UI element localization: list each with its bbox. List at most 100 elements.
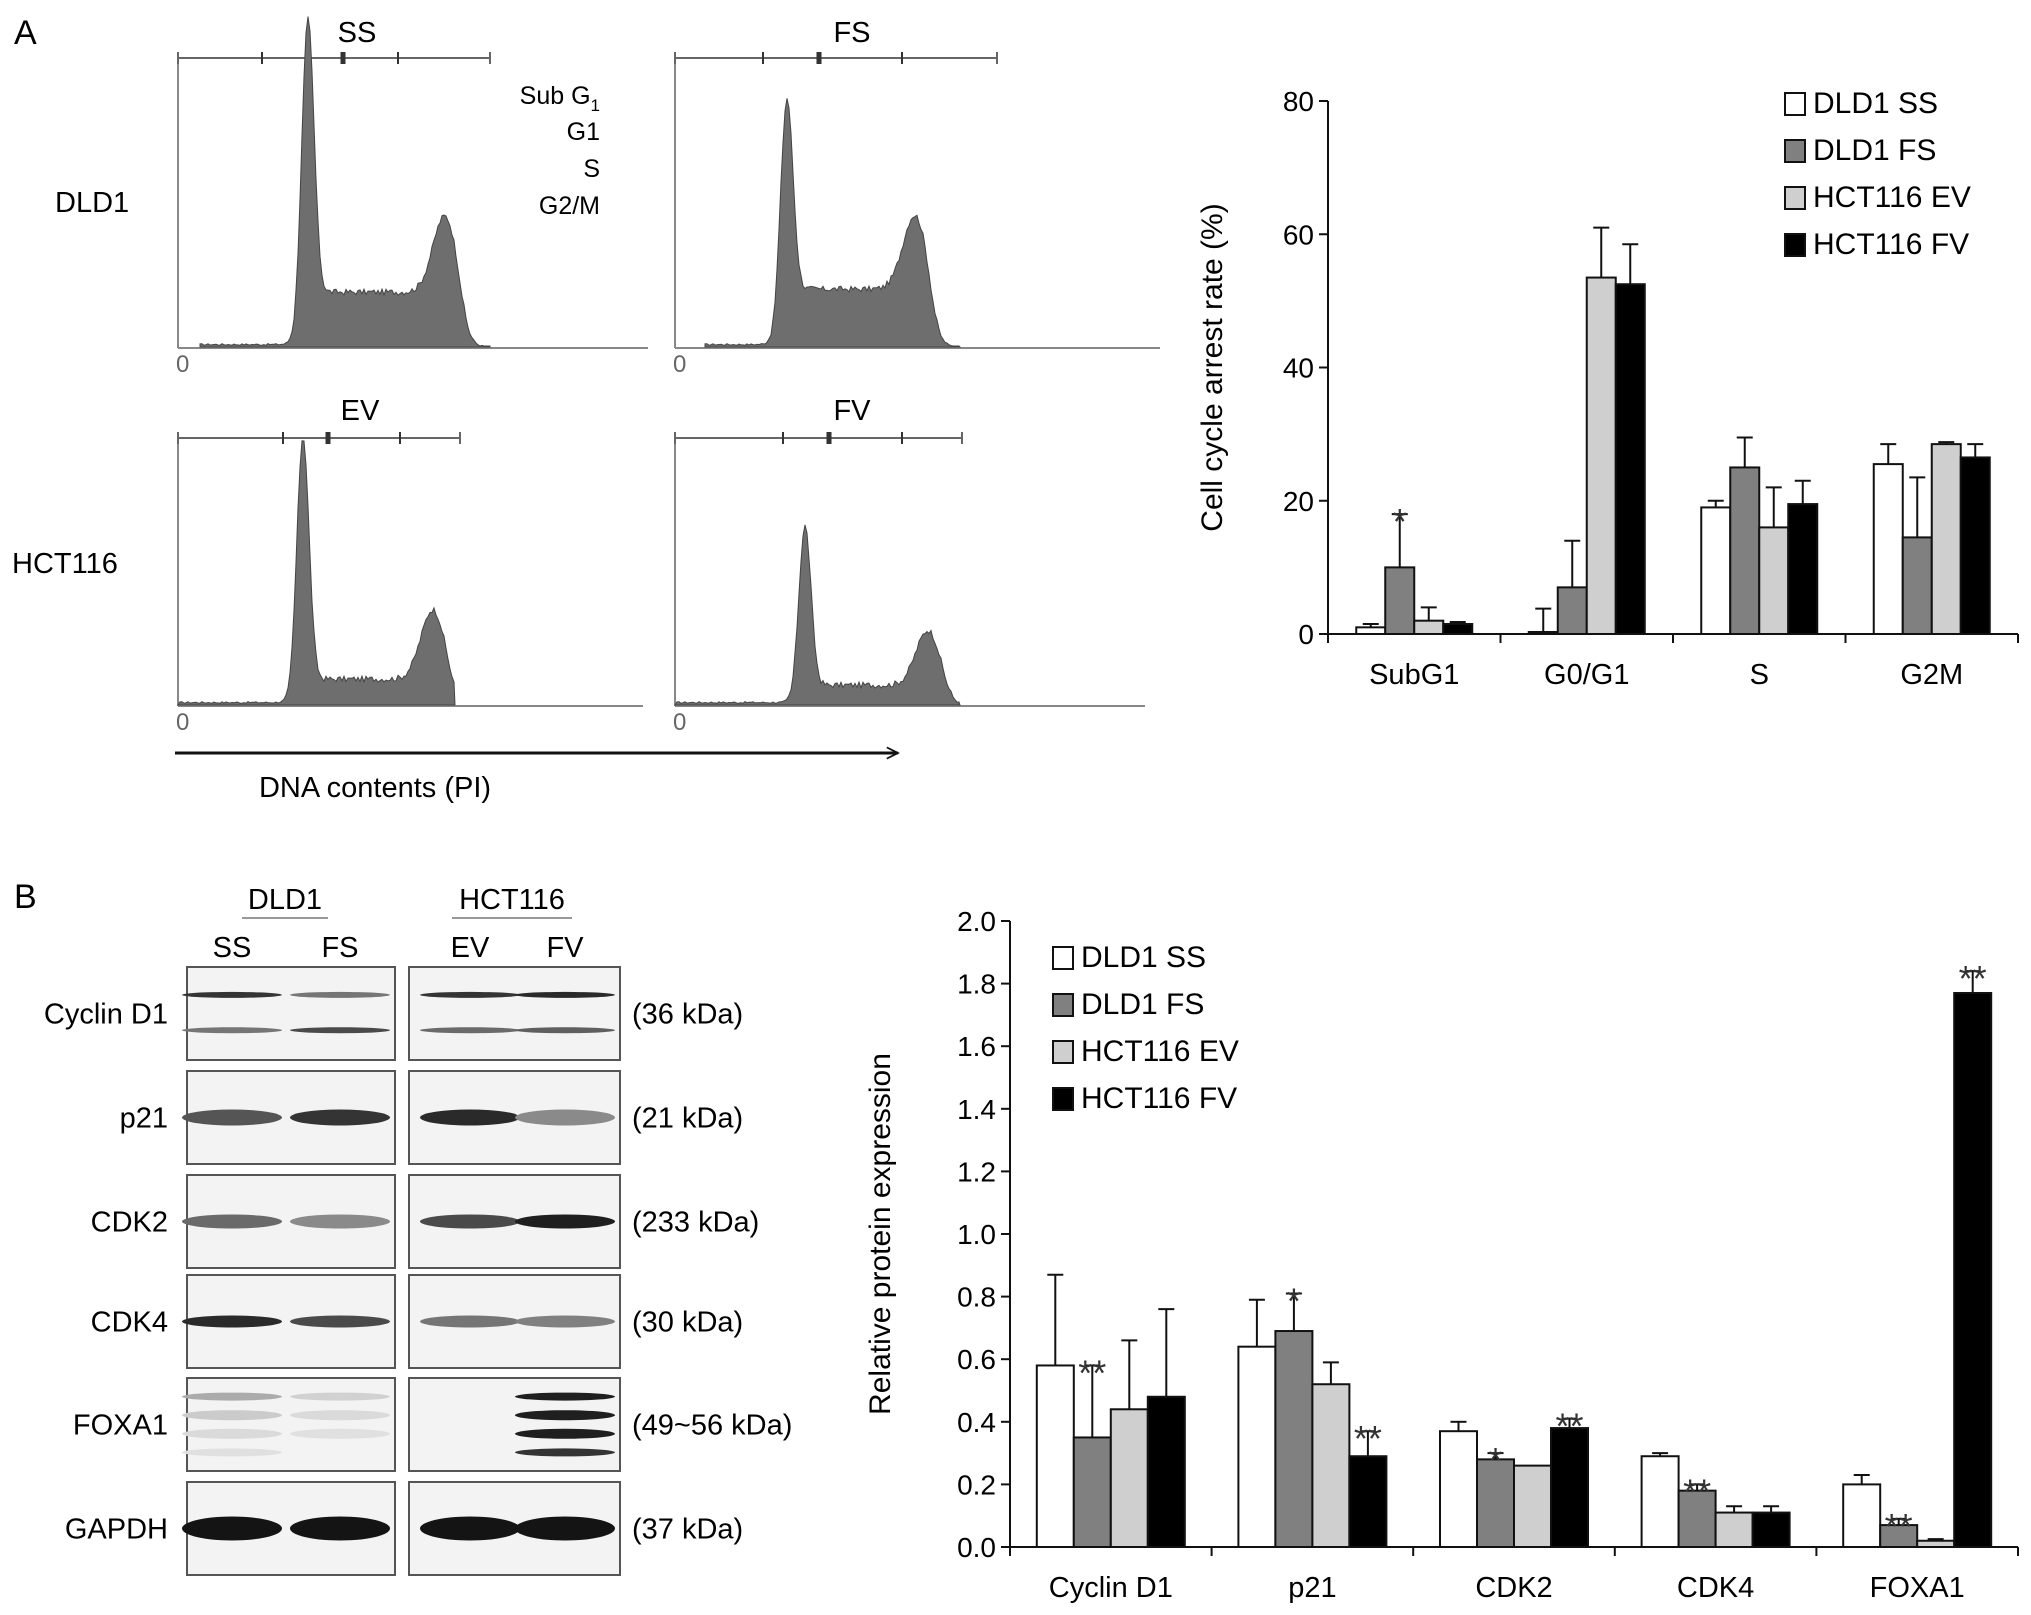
x-tick-label: CDK4 xyxy=(1677,1572,1754,1604)
bar xyxy=(1513,1464,1552,1548)
blot-band xyxy=(290,991,390,998)
histogram-shape xyxy=(704,98,962,348)
western-blot: DLD1 HCT116 SS FS EV FV Cyclin D1 (36 kDa… xyxy=(44,884,792,1576)
blot-band xyxy=(182,991,282,998)
histogram-dld1-fs: 0 xyxy=(673,52,1160,378)
protein-size-label: (233 kDa) xyxy=(632,1207,759,1239)
blot-band xyxy=(182,1214,282,1229)
x-tick-label: Cyclin D1 xyxy=(1049,1572,1173,1604)
lane-label-fv: FV xyxy=(546,932,584,964)
y-tick-label: 0.4 xyxy=(957,1407,996,1438)
bar xyxy=(1146,1395,1186,1549)
y-tick-label: 0 xyxy=(1298,619,1314,650)
blot-band xyxy=(182,1428,282,1439)
histogram-hct116-ev: 0 xyxy=(176,432,643,736)
legend-swatch xyxy=(1052,1087,1074,1111)
blot-frame xyxy=(408,1377,621,1472)
blot-band xyxy=(290,1392,390,1401)
gate-legend-subg1: Sub G1 xyxy=(520,82,600,115)
histogram-shape xyxy=(199,16,491,348)
y-tick-label: 1.2 xyxy=(957,1156,996,1187)
y-tick-label: 1.8 xyxy=(957,969,996,1000)
y-tick-label: 0.2 xyxy=(957,1469,996,1500)
protein-size-label: (49~56 kDa) xyxy=(632,1410,792,1442)
y-tick-label: 0.8 xyxy=(957,1282,996,1313)
y-tick-label: 1.6 xyxy=(957,1031,996,1062)
flow-histograms: DLD1 HCT116 SS FS EV FV Sub G1 G1 S G2/M… xyxy=(12,16,1160,804)
blot-band xyxy=(420,1516,520,1541)
group-label-dld1: DLD1 xyxy=(248,884,322,916)
protein-name-label: CDK2 xyxy=(91,1207,168,1239)
blot-row: GAPDH (37 kDa) xyxy=(65,1481,743,1576)
y-tick-label: 1.0 xyxy=(957,1219,996,1250)
bar xyxy=(1714,1511,1754,1548)
blot-frame xyxy=(408,966,621,1061)
blot-band xyxy=(515,1448,615,1457)
y-tick-label: 0.0 xyxy=(957,1532,996,1563)
histogram-dld1-ss: 0 xyxy=(176,16,648,378)
hist-title-fs: FS xyxy=(833,17,870,49)
blot-band xyxy=(515,1315,615,1328)
significance-marker: ** xyxy=(1555,1406,1583,1447)
bar xyxy=(1274,1330,1314,1549)
legend-label: DLD1 SS xyxy=(1813,87,1938,120)
protein-expression-chart: 0.0 0.2 0.4 0.6 0.8 1.0 1.2 1.4 1.6 1.8 2.0 Cyclin … xyxy=(864,906,2019,1604)
lane-label-fs: FS xyxy=(321,932,358,964)
bar xyxy=(1640,1455,1680,1548)
y-tick-label: 2.0 xyxy=(957,906,996,937)
bar xyxy=(1872,463,1904,636)
legend-swatch xyxy=(1052,1040,1074,1064)
gate-legend-g1: G1 xyxy=(567,118,600,146)
legend-swatch xyxy=(1052,946,1074,970)
y-tick-label: 40 xyxy=(1283,353,1314,384)
lane-label-ss: SS xyxy=(213,932,252,964)
protein-size-label: (36 kDa) xyxy=(632,999,743,1031)
blot-band xyxy=(515,991,615,998)
blot-row: FOXA1 (49~56 kDa) xyxy=(73,1377,792,1472)
panel-b-label: B xyxy=(14,878,37,916)
hist-title-fv: FV xyxy=(833,395,871,427)
bar xyxy=(1758,526,1790,636)
bar xyxy=(1348,1455,1388,1548)
y-tick-label: 0.6 xyxy=(957,1344,996,1375)
bar xyxy=(1916,1539,1956,1548)
y-tick-label: 1.4 xyxy=(957,1094,996,1125)
histogram-zero-label: 0 xyxy=(673,709,686,736)
bar xyxy=(1751,1511,1791,1548)
significance-marker: ** xyxy=(1354,1418,1382,1459)
blot-band xyxy=(515,1214,615,1229)
cell-cycle-chart: 0 20 40 60 80 SubG1 G0/G1 S G2M * Cell cycle arres… xyxy=(1196,86,2019,691)
x-tick-label: SubG1 xyxy=(1369,659,1459,691)
row-label-hct116: HCT116 xyxy=(12,548,118,580)
protein-name-label: Cyclin D1 xyxy=(44,999,168,1031)
significance-marker: ** xyxy=(1078,1352,1106,1393)
bar xyxy=(1442,623,1474,635)
blot-band xyxy=(515,1516,615,1541)
histogram-hct116-fv: 0 xyxy=(673,432,1145,736)
blot-band xyxy=(182,1315,282,1328)
legend-label: HCT116 EV xyxy=(1813,181,1971,214)
protein-size-label: (21 kDa) xyxy=(632,1103,743,1135)
y-axis-label: Relative protein expression xyxy=(864,1053,897,1415)
significance-marker: ** xyxy=(1959,958,1987,999)
protein-size-label: (37 kDa) xyxy=(632,1514,743,1546)
blot-band xyxy=(420,1315,520,1328)
histogram-zero-label: 0 xyxy=(176,709,189,736)
blot-band xyxy=(290,1214,390,1229)
gate-legend-g2m: G2/M xyxy=(539,192,600,220)
hist-title-ev: EV xyxy=(341,395,380,427)
bar xyxy=(1585,276,1617,635)
lane-label-ev: EV xyxy=(451,932,490,964)
blot-band xyxy=(290,1410,390,1421)
bar xyxy=(1237,1345,1277,1549)
y-tick-label: 60 xyxy=(1283,219,1314,250)
blot-band xyxy=(420,991,520,998)
histogram-shape xyxy=(177,440,456,706)
bar xyxy=(1729,466,1761,635)
row-label-dld1: DLD1 xyxy=(55,187,129,219)
legend-swatch xyxy=(1784,92,1806,116)
x-tick-label: G2M xyxy=(1900,659,1963,691)
legend-label: DLD1 SS xyxy=(1081,941,1206,974)
